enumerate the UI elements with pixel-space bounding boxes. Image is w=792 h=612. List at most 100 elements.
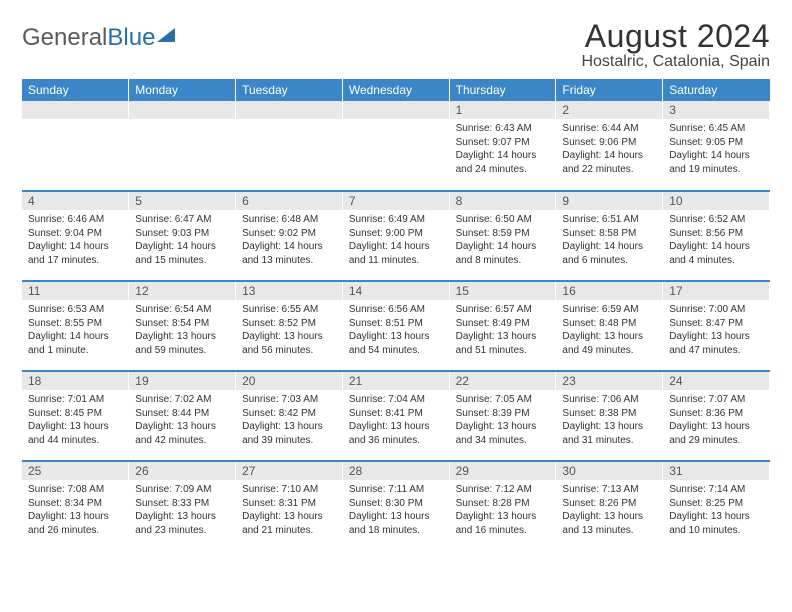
sunset-line: Sunset: 8:54 PM	[135, 317, 229, 331]
day-number: 19	[129, 372, 235, 390]
daylight-line: Daylight: 14 hours and 19 minutes.	[669, 149, 763, 176]
sunset-line: Sunset: 8:59 PM	[456, 227, 550, 241]
sunrise-line: Sunrise: 6:51 AM	[562, 213, 656, 227]
sunset-line: Sunset: 8:47 PM	[669, 317, 763, 331]
day-number: 20	[236, 372, 342, 390]
calendar-week-row: 1Sunrise: 6:43 AMSunset: 9:07 PMDaylight…	[22, 101, 770, 191]
sunrise-line: Sunrise: 7:11 AM	[349, 483, 443, 497]
sunset-line: Sunset: 8:45 PM	[28, 407, 122, 421]
calendar-day-cell	[236, 101, 343, 191]
daylight-line: Daylight: 13 hours and 23 minutes.	[135, 510, 229, 537]
sunrise-line: Sunrise: 6:47 AM	[135, 213, 229, 227]
calendar-day-cell: 5Sunrise: 6:47 AMSunset: 9:03 PMDaylight…	[129, 191, 236, 281]
day-number: 16	[556, 282, 662, 300]
sunrise-line: Sunrise: 6:53 AM	[28, 303, 122, 317]
calendar-day-cell: 25Sunrise: 7:08 AMSunset: 8:34 PMDayligh…	[22, 461, 129, 551]
calendar-day-cell: 22Sunrise: 7:05 AMSunset: 8:39 PMDayligh…	[449, 371, 556, 461]
calendar-day-cell: 29Sunrise: 7:12 AMSunset: 8:28 PMDayligh…	[449, 461, 556, 551]
daylight-line: Daylight: 13 hours and 31 minutes.	[562, 420, 656, 447]
day-number: 8	[450, 192, 556, 210]
daylight-line: Daylight: 14 hours and 22 minutes.	[562, 149, 656, 176]
calendar-day-cell: 3Sunrise: 6:45 AMSunset: 9:05 PMDaylight…	[663, 101, 770, 191]
sunrise-line: Sunrise: 6:43 AM	[456, 122, 550, 136]
calendar-day-cell: 2Sunrise: 6:44 AMSunset: 9:06 PMDaylight…	[556, 101, 663, 191]
day-number	[22, 101, 128, 119]
calendar-week-row: 25Sunrise: 7:08 AMSunset: 8:34 PMDayligh…	[22, 461, 770, 551]
weekday-header: Wednesday	[342, 79, 449, 101]
sunrise-line: Sunrise: 7:14 AM	[669, 483, 763, 497]
sunset-line: Sunset: 8:28 PM	[456, 497, 550, 511]
daylight-line: Daylight: 13 hours and 47 minutes.	[669, 330, 763, 357]
weekday-header: Monday	[129, 79, 236, 101]
sunset-line: Sunset: 8:39 PM	[456, 407, 550, 421]
logo: GeneralBlue	[22, 18, 175, 52]
calendar-day-cell: 1Sunrise: 6:43 AMSunset: 9:07 PMDaylight…	[449, 101, 556, 191]
daylight-line: Daylight: 13 hours and 44 minutes.	[28, 420, 122, 447]
calendar-day-cell: 18Sunrise: 7:01 AMSunset: 8:45 PMDayligh…	[22, 371, 129, 461]
day-number: 25	[22, 462, 128, 480]
sunrise-line: Sunrise: 6:52 AM	[669, 213, 763, 227]
calendar-day-cell: 20Sunrise: 7:03 AMSunset: 8:42 PMDayligh…	[236, 371, 343, 461]
sunset-line: Sunset: 9:04 PM	[28, 227, 122, 241]
sunset-line: Sunset: 8:44 PM	[135, 407, 229, 421]
calendar-day-cell: 11Sunrise: 6:53 AMSunset: 8:55 PMDayligh…	[22, 281, 129, 371]
sunset-line: Sunset: 8:49 PM	[456, 317, 550, 331]
weekday-header: Thursday	[449, 79, 556, 101]
sunset-line: Sunset: 8:25 PM	[669, 497, 763, 511]
sunrise-line: Sunrise: 7:04 AM	[349, 393, 443, 407]
day-number: 3	[663, 101, 769, 119]
daylight-line: Daylight: 13 hours and 10 minutes.	[669, 510, 763, 537]
daylight-line: Daylight: 13 hours and 59 minutes.	[135, 330, 229, 357]
day-number: 7	[343, 192, 449, 210]
daylight-line: Daylight: 14 hours and 13 minutes.	[242, 240, 336, 267]
daylight-line: Daylight: 14 hours and 11 minutes.	[349, 240, 443, 267]
logo-sail-icon	[157, 28, 175, 42]
sunrise-line: Sunrise: 7:03 AM	[242, 393, 336, 407]
calendar-day-cell: 19Sunrise: 7:02 AMSunset: 8:44 PMDayligh…	[129, 371, 236, 461]
calendar-day-cell	[129, 101, 236, 191]
day-number: 6	[236, 192, 342, 210]
day-number: 28	[343, 462, 449, 480]
sunset-line: Sunset: 8:55 PM	[28, 317, 122, 331]
calendar-day-cell: 26Sunrise: 7:09 AMSunset: 8:33 PMDayligh…	[129, 461, 236, 551]
sunrise-line: Sunrise: 7:10 AM	[242, 483, 336, 497]
weekday-header: Tuesday	[236, 79, 343, 101]
sunset-line: Sunset: 8:52 PM	[242, 317, 336, 331]
sunset-line: Sunset: 8:38 PM	[562, 407, 656, 421]
daylight-line: Daylight: 13 hours and 51 minutes.	[456, 330, 550, 357]
sunset-line: Sunset: 8:26 PM	[562, 497, 656, 511]
sunrise-line: Sunrise: 7:05 AM	[456, 393, 550, 407]
day-number: 13	[236, 282, 342, 300]
day-number: 17	[663, 282, 769, 300]
day-number: 29	[450, 462, 556, 480]
calendar-day-cell	[342, 101, 449, 191]
day-number: 5	[129, 192, 235, 210]
calendar-day-cell: 17 Sunrise: 7:00 AMSunset: 8:47 PMDayligh…	[663, 281, 770, 371]
sunrise-line: Sunrise: 6:46 AM	[28, 213, 122, 227]
sunrise-line: Sunrise: 6:57 AM	[456, 303, 550, 317]
daylight-line: Daylight: 13 hours and 56 minutes.	[242, 330, 336, 357]
day-number: 21	[343, 372, 449, 390]
day-number: 10	[663, 192, 769, 210]
day-number: 18	[22, 372, 128, 390]
sunrise-line: Sunrise: 7:12 AM	[456, 483, 550, 497]
daylight-line: Daylight: 13 hours and 34 minutes.	[456, 420, 550, 447]
sunset-line: Sunset: 8:30 PM	[349, 497, 443, 511]
sunrise-line: Sunrise: 7:02 AM	[135, 393, 229, 407]
calendar-day-cell: 6Sunrise: 6:48 AMSunset: 9:02 PMDaylight…	[236, 191, 343, 281]
sunrise-line: Sunrise: 6:48 AM	[242, 213, 336, 227]
sunrise-line: Sunrise: 7:08 AM	[28, 483, 122, 497]
sunset-line: Sunset: 8:58 PM	[562, 227, 656, 241]
daylight-line: Daylight: 14 hours and 4 minutes.	[669, 240, 763, 267]
weekday-header: Friday	[556, 79, 663, 101]
calendar-day-cell: 23Sunrise: 7:06 AMSunset: 8:38 PMDayligh…	[556, 371, 663, 461]
sunrise-line: Sunrise: 6:54 AM	[135, 303, 229, 317]
daylight-line: Daylight: 13 hours and 39 minutes.	[242, 420, 336, 447]
sunset-line: Sunset: 8:41 PM	[349, 407, 443, 421]
sunrise-line: Sunrise: 7:00 AM	[669, 303, 763, 317]
calendar-day-cell: 12Sunrise: 6:54 AMSunset: 8:54 PMDayligh…	[129, 281, 236, 371]
day-number: 15	[450, 282, 556, 300]
daylight-line: Daylight: 13 hours and 21 minutes.	[242, 510, 336, 537]
sunset-line: Sunset: 9:03 PM	[135, 227, 229, 241]
calendar-day-cell: 9Sunrise: 6:51 AMSunset: 8:58 PMDaylight…	[556, 191, 663, 281]
